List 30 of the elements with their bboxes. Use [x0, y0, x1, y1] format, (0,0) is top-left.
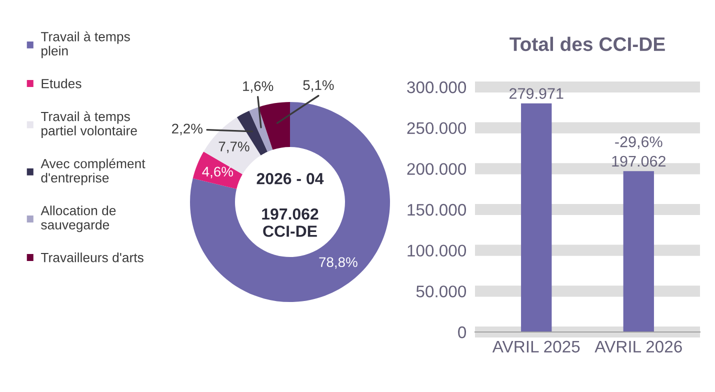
legend-label: Travail à temps partiel volontaire: [40, 111, 137, 138]
y-tick-label: 300.000: [407, 81, 466, 94]
chart-title: Total des CCI-DE: [510, 36, 665, 52]
data-label: 1,6%: [243, 81, 274, 93]
data-label: 5,1%: [303, 80, 334, 92]
legend-label: Travail à temps plein: [40, 31, 130, 58]
donut-slice: [258, 102, 290, 150]
y-tick-label: 0: [458, 326, 466, 338]
y-tick-label: 100.000: [408, 244, 466, 257]
annotation: -29,6%: [615, 136, 662, 150]
legend-label: Avec complément d'entreprise: [40, 158, 146, 186]
x-tick-label: AVRIL 2025: [492, 340, 580, 353]
text: 197.062 CCI-DE: [262, 208, 318, 237]
donut-slice: [249, 107, 273, 152]
y-tick-label: 150.000: [408, 204, 466, 216]
legend-label: Allocation de sauvegarde: [40, 206, 116, 232]
data-label: 7,7%: [218, 142, 250, 154]
donut-slice: [192, 152, 242, 189]
x-tick-label: AVRIL 2026: [594, 340, 682, 353]
y-tick-label: 250.000: [407, 122, 466, 134]
legend-label: Etudes: [42, 78, 82, 88]
text: 2026 - 04: [256, 172, 324, 184]
data-label: 279.971: [510, 88, 564, 99]
y-tick-label: 50.000: [416, 286, 466, 298]
data-label: 4,6%: [202, 166, 233, 178]
data-label: 78,8%: [319, 257, 358, 269]
data-label: 2,2%: [172, 124, 202, 136]
y-tick-label: 200.000: [407, 163, 466, 175]
legend-label: Travailleurs d'arts: [40, 252, 144, 262]
data-label: 197.062: [612, 156, 666, 167]
